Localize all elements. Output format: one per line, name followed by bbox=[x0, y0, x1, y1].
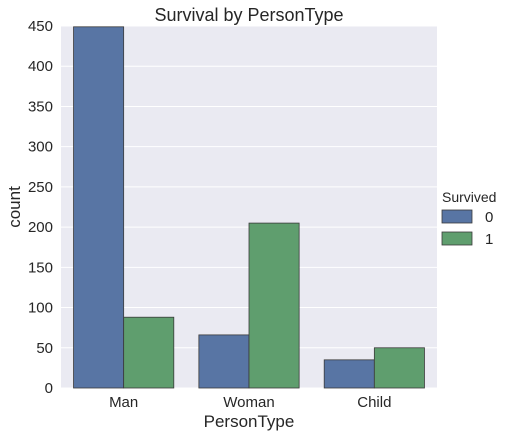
bar-child-survived-0 bbox=[323, 359, 375, 389]
y-tick-label: 150 bbox=[28, 259, 53, 276]
legend-swatch bbox=[441, 231, 473, 246]
y-tick-label: 400 bbox=[28, 58, 53, 75]
x-tick-label: Woman bbox=[223, 394, 274, 411]
bar-woman-survived-0 bbox=[198, 334, 250, 389]
legend: Survived 0 1 bbox=[441, 189, 496, 248]
x-tick-label: Child bbox=[357, 394, 391, 411]
y-tick-label: 300 bbox=[28, 139, 53, 156]
bars bbox=[73, 26, 425, 389]
legend-title: Survived bbox=[442, 189, 496, 205]
bar-man-survived-1 bbox=[123, 316, 175, 389]
bar-child-survived-1 bbox=[373, 347, 425, 389]
x-tick-label: Man bbox=[109, 394, 138, 411]
y-tick-label: 250 bbox=[28, 179, 53, 196]
y-tick-label: 50 bbox=[36, 340, 53, 357]
y-tick-labels: 0 50 100 150 200 250 300 350 400 450 bbox=[28, 18, 53, 397]
x-axis-label: PersonType bbox=[204, 412, 295, 431]
y-tick-label: 200 bbox=[28, 219, 53, 236]
y-tick-label: 100 bbox=[28, 300, 53, 317]
bar-woman-survived-1 bbox=[248, 222, 300, 389]
y-tick-label: 350 bbox=[28, 98, 53, 115]
legend-label: 1 bbox=[485, 231, 493, 248]
y-tick-label: 450 bbox=[28, 18, 53, 35]
legend-label: 0 bbox=[485, 209, 493, 226]
x-tick-labels: Man Woman Child bbox=[109, 394, 391, 411]
chart-title: Survival by PersonType bbox=[154, 5, 343, 25]
y-tick-label: 0 bbox=[45, 380, 53, 397]
legend-swatch bbox=[441, 209, 473, 224]
y-axis-label: count bbox=[5, 186, 24, 228]
bar-man-survived-0 bbox=[73, 26, 125, 389]
